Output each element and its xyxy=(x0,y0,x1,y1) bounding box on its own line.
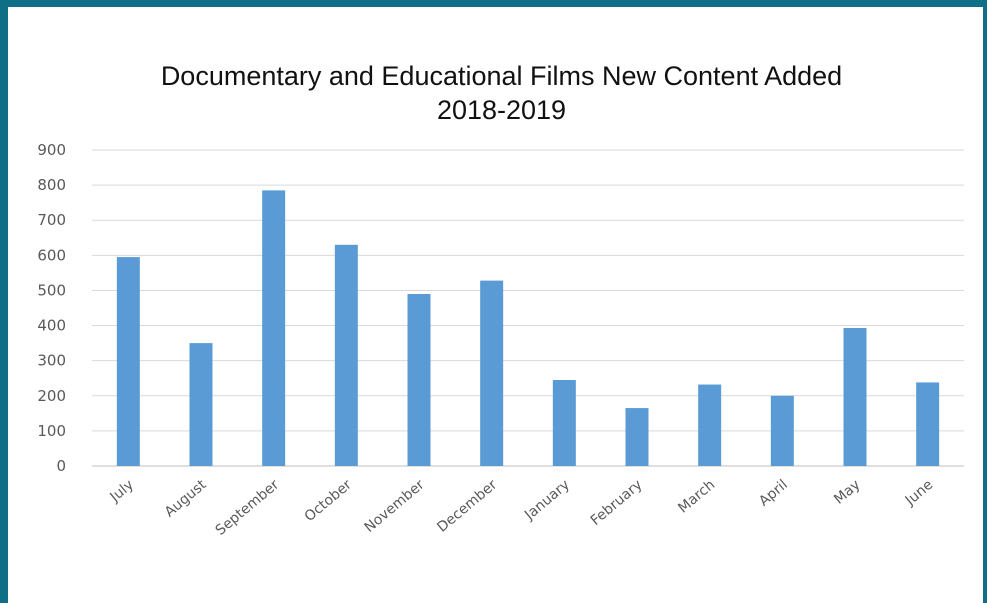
y-tick-label: 300 xyxy=(37,352,66,370)
bar xyxy=(262,190,286,466)
x-tick-label: July xyxy=(107,477,137,506)
bar xyxy=(480,280,504,466)
bar xyxy=(116,257,140,466)
chart-subtitle: 2018-2019 xyxy=(436,95,567,125)
chart-title: Documentary and Educational Films New Co… xyxy=(160,61,843,91)
x-tick-label: December xyxy=(434,477,500,536)
x-tick-label: October xyxy=(302,477,355,525)
x-tick-label: November xyxy=(361,477,427,536)
y-axis-tick-labels: 0 100 200 300 400 500 600 700 800 900 xyxy=(37,141,66,475)
y-tick-label: 500 xyxy=(37,281,66,299)
x-tick-label: March xyxy=(675,477,718,517)
x-axis-category-labels: July August September October November Decemb… xyxy=(107,476,937,538)
x-tick-label: May xyxy=(831,477,863,508)
x-tick-label: September xyxy=(213,477,283,539)
x-tick-label: June xyxy=(902,477,936,510)
bar xyxy=(625,408,649,466)
y-tick-label: 200 xyxy=(37,387,66,405)
bar xyxy=(552,379,576,466)
bar xyxy=(698,384,722,466)
y-tick-label: 700 xyxy=(37,211,66,229)
bar xyxy=(189,343,213,466)
x-tick-label: August xyxy=(162,476,210,520)
y-tick-label: 600 xyxy=(37,246,66,264)
bar xyxy=(334,244,358,466)
x-tick-label: April xyxy=(756,477,791,510)
x-tick-label: February xyxy=(588,477,646,529)
chart-title-block: Documentary and Educational Films New Co… xyxy=(8,59,987,127)
x-tick-label: January xyxy=(521,477,573,524)
bar xyxy=(916,382,940,466)
bar xyxy=(407,293,431,466)
y-tick-label: 100 xyxy=(37,422,66,440)
bars xyxy=(116,190,940,466)
y-tick-label: 900 xyxy=(37,141,66,159)
bar xyxy=(843,328,867,466)
bar xyxy=(770,395,794,466)
y-tick-label: 0 xyxy=(56,457,66,475)
gridlines xyxy=(92,149,964,467)
y-tick-label: 400 xyxy=(37,317,66,335)
y-tick-label: 800 xyxy=(37,176,66,194)
